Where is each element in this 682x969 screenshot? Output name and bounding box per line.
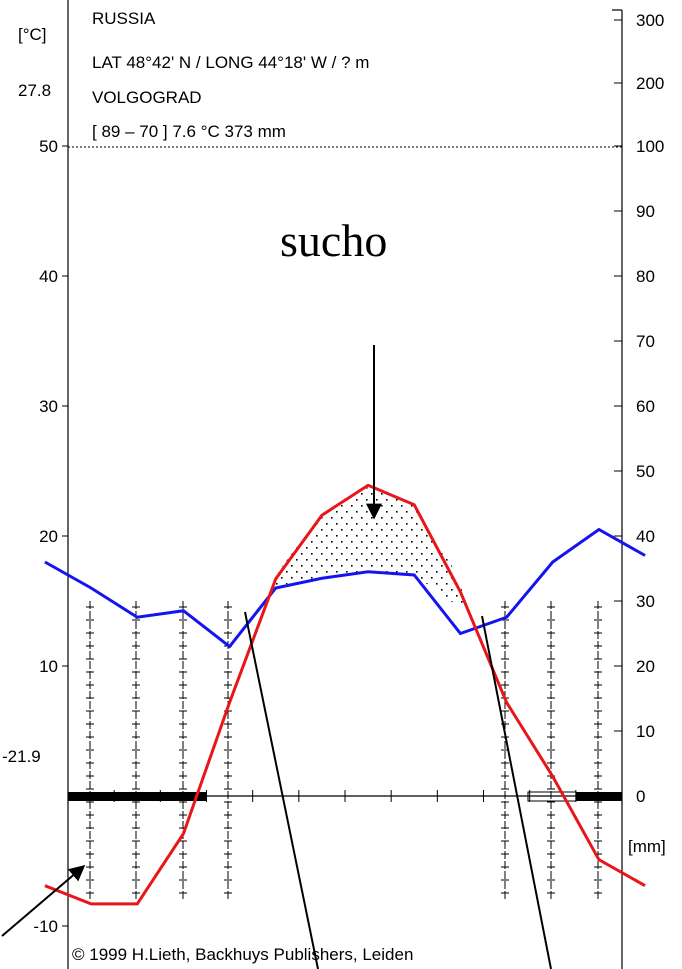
country-label: RUSSIA: [92, 9, 156, 28]
right-axis-tick-label: 300: [636, 11, 664, 30]
left-axis-tick-label: 30: [39, 397, 58, 416]
right-axis-tick-label: 50: [636, 462, 655, 481]
right-axis-tick-label: 90: [636, 202, 655, 221]
frost-bar: [68, 792, 206, 801]
left-axis-tick-label: 20: [39, 527, 58, 546]
right-axis-tick-label: 0: [636, 787, 645, 806]
right-axis-tick-label: 60: [636, 397, 655, 416]
pointer-line-left: [244, 611, 319, 969]
max-temp-label: 27.8: [18, 81, 51, 100]
right-axis-tick-label: 20: [636, 657, 655, 676]
min-temp-label: -21.9: [2, 747, 41, 766]
station-label: VOLGOGRAD: [92, 88, 202, 107]
left-axis-tick-label: -10: [33, 917, 58, 936]
left-unit-label: [°C]: [18, 25, 47, 44]
copyright-label: © 1999 H.Lieth, Backhuys Publishers, Lei…: [72, 945, 413, 964]
right-axis-unit-label: [mm]: [628, 837, 666, 856]
right-axis-tick-label: 40: [636, 527, 655, 546]
pointer-line-right: [481, 615, 552, 969]
right-axis-tick-label: 80: [636, 267, 655, 286]
right-axis-tick-label: 30: [636, 592, 655, 611]
right-axis-tick-label: 70: [636, 332, 655, 351]
frost-bar: [576, 792, 622, 801]
frost-arrow: [1, 864, 86, 937]
temperature-line: [44, 483, 646, 906]
left-axis-tick-label: 10: [39, 657, 58, 676]
dry-season-label: sucho: [280, 215, 387, 266]
coordinates-label: LAT 48°42' N / LONG 44°18' W / ? m: [92, 53, 369, 72]
right-axis-tick-label: 100: [636, 137, 664, 156]
left-axis-tick-label: 50: [39, 137, 58, 156]
right-axis-tick-label: 200: [636, 74, 664, 93]
right-axis-tick-label: 10: [636, 722, 655, 741]
precipitation-line: [44, 527, 646, 649]
period-summary-label: [ 89 – 70 ] 7.6 °C 373 mm: [92, 122, 286, 141]
plot-area: -10 10 20 30 40 50 0 10 20 30 40 50 60 70 80 90 100 200 30…: [1, 0, 666, 969]
left-axis-tick-label: 40: [39, 267, 58, 286]
